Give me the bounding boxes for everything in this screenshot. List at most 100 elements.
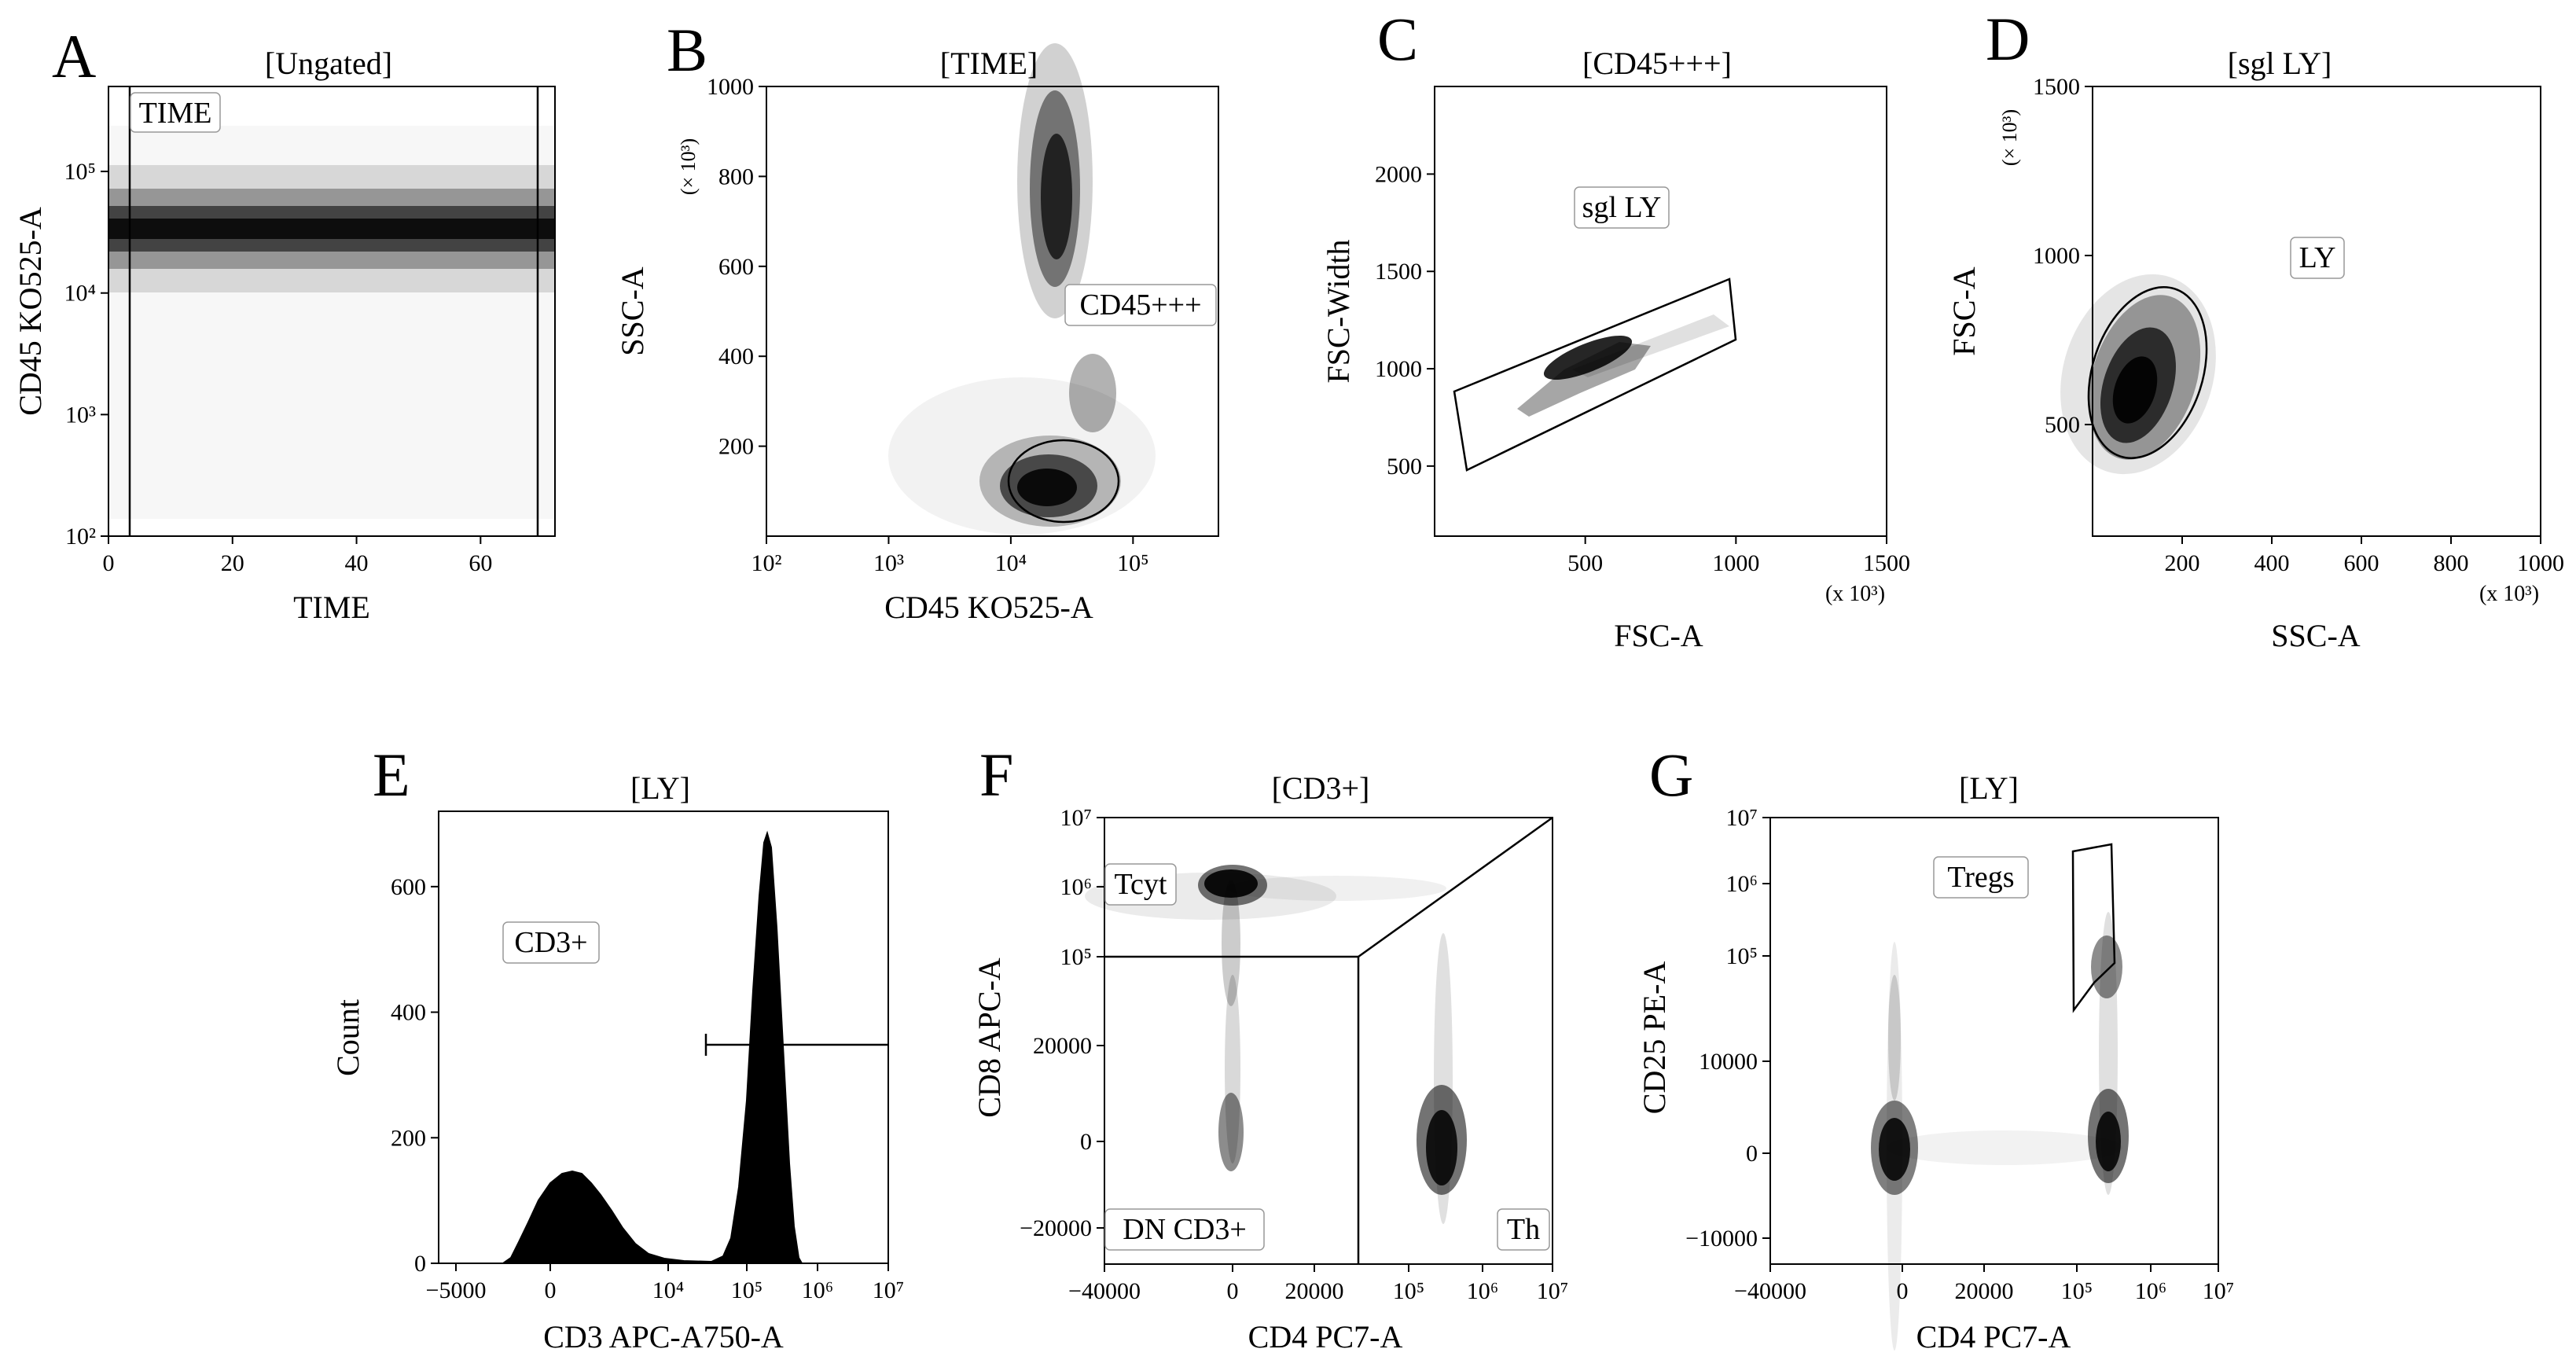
- panel-e-y-tick-label: 400: [391, 1000, 426, 1026]
- panel-c-title: [CD45+++]: [1582, 46, 1732, 81]
- panel-f-y-tick-label: 10⁵: [1060, 944, 1092, 970]
- panel-a-y-tick-label: 10³: [65, 402, 96, 428]
- panel-a-y-ticks: 10² 10³ 10⁴ 10⁵: [64, 159, 108, 550]
- panel-d: D [sgl LY] LY (x 10³) (× 10³) 200 400 600 8…: [1946, 5, 2564, 653]
- panel-c-x-multiplier: (x 10³): [1825, 582, 1885, 606]
- panel-a-x-label: TIME: [293, 590, 370, 625]
- panel-letter-c: C: [1377, 5, 1418, 73]
- panel-e-x-tick-label: 10⁷: [873, 1277, 904, 1303]
- panel-letter-d: D: [1986, 5, 2030, 73]
- panel-a-x-tick-label: 60: [469, 550, 492, 576]
- panel-e-y-tick-label: 200: [391, 1125, 426, 1151]
- panel-e: E [LY] CD3+ −5000 0 10⁴ 10⁵ 10⁶ 10⁷ 020040060…: [330, 741, 904, 1354]
- panel-a-y-tick-label: 10⁴: [64, 281, 96, 307]
- panel-b-density: [888, 43, 1156, 535]
- panel-c-y-tick-label: 1000: [1375, 356, 1422, 382]
- panel-f-gate-label-th: Th: [1507, 1213, 1540, 1246]
- panel-f-x-label: CD4 PC7-A: [1248, 1319, 1403, 1354]
- panel-d-x-label: SSC-A: [2271, 618, 2360, 653]
- panel-d-plot-frame: [2092, 86, 2541, 537]
- panel-g-x-label: CD4 PC7-A: [1916, 1319, 2071, 1354]
- panel-g-x-ticks: −40000 0 20000 10⁵ 10⁶ 10⁷: [1734, 1264, 2234, 1304]
- panel-b-x-tick-label: 10⁵: [1117, 550, 1148, 576]
- panel-d-x-ticks: 200 400 600 800 1000: [2165, 536, 2564, 576]
- panel-a-gate-label-box: [130, 92, 221, 133]
- panel-g-y-tick-label: 0: [1746, 1141, 1758, 1167]
- panel-a-y-tick-label: 10⁵: [64, 159, 96, 185]
- panel-letter-a: A: [52, 22, 96, 90]
- panel-d-x-tick-label: 800: [2434, 550, 2469, 576]
- panel-letter-e: E: [373, 741, 410, 809]
- panel-f-gate-label-tcyt: Tcyt: [1115, 868, 1167, 901]
- panel-f-y-tick-label: 10⁷: [1060, 805, 1092, 831]
- panel-f-gate-label-dn: DN CD3+: [1123, 1213, 1247, 1246]
- panel-e-x-label: CD3 APC-A750-A: [543, 1319, 784, 1354]
- panel-g-gate-polygon: [2071, 843, 2116, 1013]
- panel-d-x-tick-label: 600: [2344, 550, 2379, 576]
- panel-b-y-ticks: 200 400 600 800 1000: [707, 74, 766, 460]
- panel-b-y-label: SSC-A: [615, 266, 650, 355]
- panel-a: A [Ungated] TIME 0 20 40 60 10² 10³ 10⁴ 10⁵ TI…: [13, 22, 556, 625]
- panel-g-y-tick-label: 10⁷: [1726, 805, 1758, 831]
- panel-e-x-tick-label: 0: [545, 1277, 557, 1303]
- panel-b: B [TIME] CD45+++ (× 10³) 10² 10³ 10⁴ 10⁵ 20…: [615, 16, 1219, 625]
- panel-d-x-tick-label: 200: [2165, 550, 2200, 576]
- panel-b-x-ticks: 10² 10³ 10⁴ 10⁵: [751, 536, 1149, 576]
- panel-a-x-ticks: 0 20 40 60: [103, 536, 492, 576]
- panel-b-y-multiplier: (× 10³): [677, 138, 700, 195]
- panel-b-y-tick-label: 400: [718, 344, 754, 369]
- panel-f-x-tick-label: 20000: [1285, 1278, 1344, 1304]
- panel-f-x-tick-label: 10⁷: [1537, 1278, 1568, 1304]
- panel-a-gate-label: TIME: [139, 97, 212, 130]
- panel-d-x-tick-label: 1000: [2517, 550, 2564, 576]
- panel-d-x-multiplier: (x 10³): [2479, 582, 2539, 606]
- panel-g-x-tick-label: 20000: [1955, 1278, 2014, 1304]
- panel-f-y-ticks: −20000 0 20000 10⁵ 10⁶ 10⁷: [1020, 805, 1104, 1241]
- panel-g-x-tick-label: 10⁶: [2135, 1278, 2166, 1304]
- panel-b-y-tick-label: 1000: [707, 74, 754, 100]
- panel-a-y-tick-label: 10²: [65, 524, 96, 550]
- panel-g-x-tick-label: 0: [1897, 1278, 1909, 1304]
- panel-a-x-tick-label: 0: [103, 550, 115, 576]
- panel-d-title: [sgl LY]: [2228, 46, 2332, 81]
- panel-g-y-label: CD25 PE-A: [1637, 961, 1672, 1115]
- panel-d-density: [2060, 274, 2216, 475]
- panel-c-density: [1517, 314, 1729, 417]
- panel-b-x-label: CD45 KO525-A: [884, 590, 1093, 625]
- panel-c-y-tick-label: 2000: [1375, 161, 1422, 187]
- panel-f-y-tick-label: 10⁶: [1060, 874, 1092, 900]
- panel-letter-g: G: [1649, 741, 1693, 809]
- panel-d-y-ticks: 500 1000 1500: [2033, 74, 2093, 438]
- panel-d-y-tick-label: 500: [2045, 412, 2080, 438]
- panel-f-x-tick-label: 10⁶: [1467, 1278, 1498, 1304]
- panel-b-gate-label: CD45+++: [1079, 289, 1201, 322]
- panel-b-y-tick-label: 600: [718, 254, 754, 280]
- panel-c-y-tick-label: 1500: [1375, 259, 1422, 285]
- panel-f: F [CD3+] Tcyt DN CD3+ Th −40000 0 20000 10⁵…: [972, 741, 1568, 1354]
- panel-e-x-ticks: −5000 0 10⁴ 10⁵ 10⁶ 10⁷: [426, 1263, 904, 1303]
- panel-g: G [LY] Tregs −40000 0 20000 10⁵ 10⁶ 10⁷ −1000…: [1637, 741, 2234, 1354]
- panel-g-title: [LY]: [1959, 770, 2019, 806]
- panel-e-y-label: Count: [330, 999, 366, 1076]
- panel-f-y-label: CD8 APC-A: [972, 957, 1007, 1117]
- panel-f-x-ticks: −40000 0 20000 10⁵ 10⁶ 10⁷: [1068, 1264, 1568, 1304]
- panel-d-gate-label: LY: [2299, 241, 2336, 274]
- panel-b-title: [TIME]: [940, 46, 1038, 81]
- panel-c-gate-label-box: [1574, 186, 1670, 229]
- panel-c-plot-frame: [1434, 86, 1887, 537]
- panel-e-x-tick-label: 10⁶: [802, 1277, 833, 1303]
- panel-g-gate-label-box: [1933, 856, 2029, 899]
- panel-g-x-tick-label: 10⁵: [2061, 1278, 2093, 1304]
- panel-letter-b: B: [667, 16, 707, 84]
- panel-a-title: [Ungated]: [265, 46, 392, 81]
- panel-g-y-tick-label: 10⁶: [1726, 871, 1758, 897]
- panel-b-y-tick-label: 800: [718, 164, 754, 189]
- panel-d-x-tick-label: 400: [2254, 550, 2290, 576]
- panel-d-y-multiplier: (× 10³): [1998, 109, 2021, 166]
- panel-g-x-tick-label: −40000: [1734, 1278, 1806, 1304]
- panel-b-y-tick-label: 200: [718, 434, 754, 460]
- panel-f-gate-label-box-tcyt: [1104, 863, 1177, 906]
- panel-g-x-tick-label: 10⁷: [2203, 1278, 2234, 1304]
- panel-g-density: [1871, 912, 2129, 1351]
- panel-e-gate-label-box: [502, 921, 600, 964]
